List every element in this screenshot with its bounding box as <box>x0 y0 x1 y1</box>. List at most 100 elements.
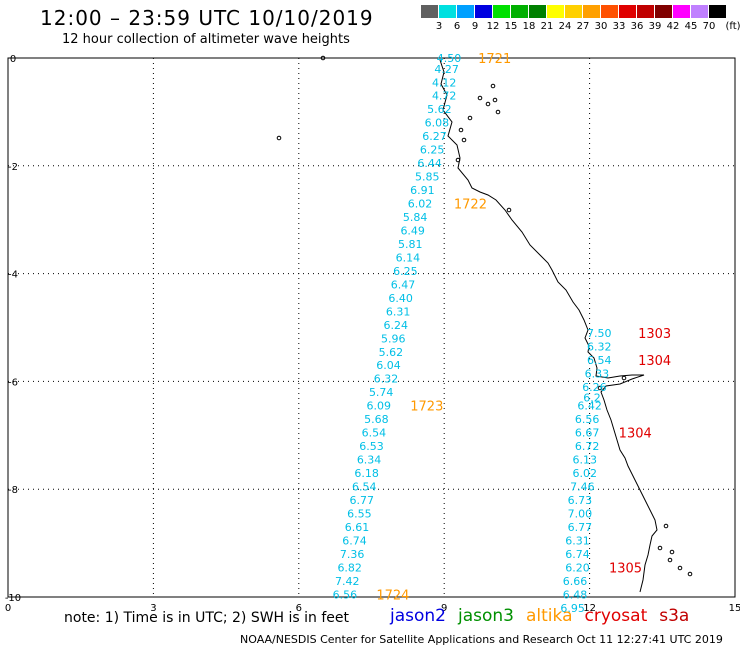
island-outline <box>597 385 603 391</box>
swh-data-label: 7.50 <box>587 327 612 340</box>
chart-subtitle: 12 hour collection of altimeter wave hei… <box>62 32 350 47</box>
note-text: note: 1) Time is in UTC; 2) SWH is in fe… <box>64 610 350 626</box>
island-outline <box>657 545 663 551</box>
swh-data-label: 6.24 <box>383 319 408 332</box>
time-label: 1724 <box>376 588 409 603</box>
y-tick-label: -4 <box>8 270 18 281</box>
footer-text: NOAA/NESDIS Center for Satellite Applica… <box>240 633 723 646</box>
swh-data-label: 5.62 <box>379 346 404 359</box>
swh-data-label: 6.67 <box>575 427 600 440</box>
island-outline <box>485 101 491 107</box>
island-outline <box>663 523 669 529</box>
swh-data-label: 7.00 <box>568 507 593 520</box>
swh-data-label: 5.81 <box>398 238 423 251</box>
swh-data-label: 6.2 <box>583 392 601 405</box>
y-tick-label: 0 <box>10 54 16 65</box>
swh-data-label: 6.25 <box>420 144 445 157</box>
color-scale-label: 12 <box>486 21 500 32</box>
x-tick-label: 6 <box>296 603 302 614</box>
swh-data-label: 6.18 <box>354 467 379 480</box>
time-label: 1303 <box>638 327 671 342</box>
swh-data-label: 6.47 <box>391 278 416 291</box>
swh-data-label: 6.40 <box>388 292 413 305</box>
swh-data-label: 5.68 <box>364 413 389 426</box>
island-outline <box>495 109 501 115</box>
color-scale-legend: 3 6 9 12 15 18 21 24 27 30 33 36 39 42 45 70 (ft) <box>421 5 740 32</box>
color-scale-label: 9 <box>471 21 479 32</box>
color-swatch <box>583 5 601 18</box>
time-label: 1305 <box>609 561 642 576</box>
x-tick-label: 9 <box>441 603 447 614</box>
swh-data-label: 4.50 <box>437 52 462 65</box>
color-swatch <box>655 5 673 18</box>
color-swatch <box>493 5 511 18</box>
coastline <box>439 59 658 593</box>
color-scale-label: 24 <box>558 21 572 32</box>
satellite-legend-altika: altika <box>526 606 573 626</box>
swh-data-label: 6.08 <box>425 117 450 130</box>
island-outline <box>492 97 498 103</box>
color-swatch <box>637 5 655 18</box>
swh-data-label: 6.56 <box>575 413 600 426</box>
swh-data-label: 6.54 <box>587 354 612 367</box>
swh-data-label: 6.54 <box>362 427 387 440</box>
color-scale-label: 3 <box>435 21 443 32</box>
color-scale-label: 33 <box>612 21 626 32</box>
swh-data-label: 7.42 <box>335 575 360 588</box>
color-swatch <box>439 5 457 18</box>
swh-data-label: 5.74 <box>369 386 394 399</box>
swh-data-label: 6.33 <box>585 367 610 380</box>
swh-data-label: 6.26 <box>582 381 607 394</box>
swh-data-label: 6.95 <box>560 602 585 615</box>
swh-data-label: 6.91 <box>410 184 435 197</box>
island-outline <box>667 557 673 563</box>
swh-data-label: 6.25 <box>393 265 418 278</box>
swh-data-label: 5.96 <box>381 332 406 345</box>
swh-data-label: 6.31 <box>386 305 411 318</box>
island-outline <box>455 157 461 163</box>
plot-frame <box>7 57 736 598</box>
swh-data-label: 6.31 <box>565 534 590 547</box>
color-scale-label: 6 <box>453 21 461 32</box>
color-scale-labels: 3 6 9 12 15 18 21 24 27 30 33 36 39 42 45 70 (ft) <box>421 21 740 35</box>
satellite-legend-s3a: s3a <box>659 606 690 626</box>
swh-data-label: 6.14 <box>396 251 421 264</box>
swh-data-label: 6.32 <box>587 340 612 353</box>
swh-data-label: 5.62 <box>427 103 452 116</box>
swh-data-label: 6.02 <box>408 198 433 211</box>
chart-title: 12:00 – 23:59 UTC 10/10/2019 <box>40 6 374 30</box>
swh-data-label: 5.85 <box>415 171 440 184</box>
color-scale-label: 70 <box>702 21 716 32</box>
swh-data-label: 7.36 <box>340 548 365 561</box>
swh-data-label: 6.77 <box>568 521 593 534</box>
swh-data-label: 6.49 <box>400 224 425 237</box>
swh-data-label: 6.27 <box>422 130 447 143</box>
island-outline <box>467 115 473 121</box>
island-outline <box>677 565 683 571</box>
swh-data-label: 6.02 <box>573 467 598 480</box>
color-swatch <box>601 5 619 18</box>
color-scale-swatches <box>421 5 727 18</box>
swh-data-label: 6.34 <box>357 454 382 467</box>
color-scale-label: 18 <box>522 21 536 32</box>
swh-data-label: 6.74 <box>342 534 367 547</box>
color-swatch <box>529 5 547 18</box>
x-tick-label: 3 <box>150 603 156 614</box>
satellite-legend-jason2: jason2 <box>390 606 446 626</box>
swh-data-label: 6.09 <box>367 400 392 413</box>
color-swatch <box>547 5 565 18</box>
swh-data-label: 4.12 <box>432 76 457 89</box>
color-swatch <box>421 5 439 18</box>
color-swatch <box>475 5 493 18</box>
swh-data-label: 6.74 <box>565 548 590 561</box>
swh-data-label: 6.32 <box>374 373 399 386</box>
satellite-legend-cryosat: cryosat <box>584 606 648 626</box>
swh-data-label: 6.56 <box>333 588 358 601</box>
color-scale-label: 45 <box>684 21 698 32</box>
island-outline <box>461 137 467 143</box>
swh-data-label: 6.77 <box>350 494 375 507</box>
time-label: 1723 <box>410 400 443 415</box>
swh-data-label: 5.84 <box>403 211 428 224</box>
